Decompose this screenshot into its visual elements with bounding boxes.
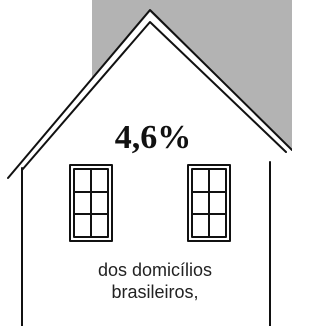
page: {"headline": "4,6%", "caption": {"lines"… <box>0 0 320 326</box>
illustration: 4,6% dos domicílios brasileiros, <box>0 0 292 326</box>
caption-line: brasileiros, <box>111 282 198 302</box>
headline: 4,6% <box>115 119 192 156</box>
caption-line: dos domicílios <box>98 260 212 280</box>
